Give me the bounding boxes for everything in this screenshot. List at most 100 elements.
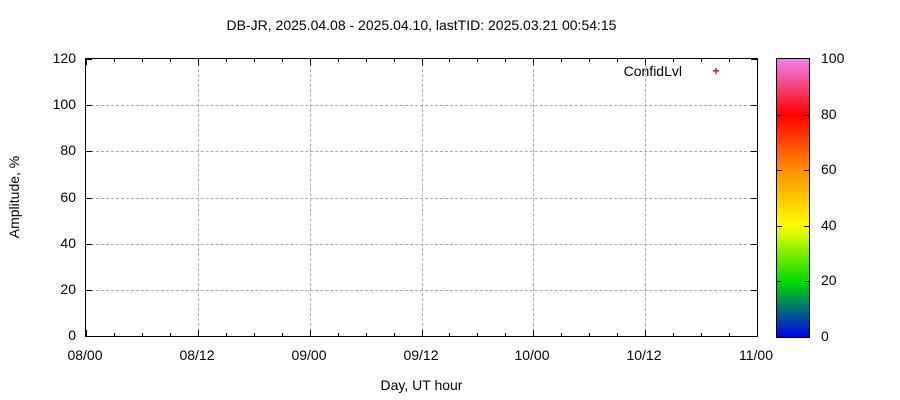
x-tick-mark (533, 330, 534, 336)
x-minor-tick-mark (142, 333, 143, 336)
x-minor-tick-mark (505, 333, 506, 336)
x-minor-tick-mark (729, 59, 730, 62)
x-minor-tick-mark (254, 333, 255, 336)
y-tick-mark (751, 151, 757, 152)
x-minor-tick-mark (114, 333, 115, 336)
gridline-horizontal (86, 244, 757, 245)
gridline-horizontal (86, 198, 757, 199)
x-tick-mark (310, 330, 311, 336)
gridline-horizontal (86, 151, 757, 152)
x-tick-mark (198, 59, 199, 65)
legend: ConfidLvl + (624, 63, 721, 79)
x-tick-label: 08/00 (67, 347, 103, 363)
x-minor-tick-mark (282, 333, 283, 336)
y-tick-mark (86, 290, 92, 291)
x-minor-tick-mark (729, 333, 730, 336)
y-tick-mark (86, 59, 92, 60)
x-minor-tick-mark (617, 59, 618, 62)
colorbar-tick-mark (804, 281, 809, 282)
x-tick-label: 10/12 (626, 347, 662, 363)
x-tick-label: 09/00 (291, 347, 327, 363)
x-tick-mark (757, 330, 758, 336)
x-minor-tick-mark (701, 333, 702, 336)
gridline-horizontal (86, 290, 757, 291)
x-minor-tick-mark (589, 333, 590, 336)
x-minor-tick-mark (561, 333, 562, 336)
y-tick-label: 40 (60, 235, 76, 251)
x-tick-mark (533, 59, 534, 65)
x-minor-tick-mark (254, 59, 255, 62)
x-minor-tick-mark (226, 333, 227, 336)
x-minor-tick-mark (338, 333, 339, 336)
x-axis-title: Day, UT hour (380, 377, 463, 393)
x-minor-tick-mark (170, 333, 171, 336)
gridline-horizontal (86, 105, 757, 106)
y-tick-mark (751, 336, 757, 337)
x-tick-mark (422, 59, 423, 65)
y-tick-mark (751, 290, 757, 291)
colorbar-tick-label: 60 (821, 161, 837, 177)
x-minor-tick-mark (701, 59, 702, 62)
gridline-vertical (422, 59, 423, 336)
x-tick-label: 11/00 (739, 347, 773, 363)
colorbar-tick-mark (804, 170, 809, 171)
y-tick-mark (751, 198, 757, 199)
x-tick-mark (422, 330, 423, 336)
x-tick-label: 09/12 (403, 347, 439, 363)
x-tick-mark (86, 59, 87, 65)
colorbar-tick-label: 80 (821, 106, 837, 122)
x-tick-label: 10/00 (514, 347, 550, 363)
y-tick-mark (751, 59, 757, 60)
colorbar-tick-label: 20 (821, 272, 837, 288)
x-tick-mark (757, 59, 758, 65)
y-tick-label: 60 (60, 189, 76, 205)
x-minor-tick-mark (505, 59, 506, 62)
y-tick-mark (86, 244, 92, 245)
y-tick-mark (86, 336, 92, 337)
colorbar-tick-mark (804, 226, 809, 227)
colorbar-tick-label: 100 (821, 50, 845, 66)
legend-series-label: ConfidLvl (623, 63, 682, 79)
x-minor-tick-mark (142, 59, 143, 62)
y-tick-label: 80 (60, 142, 76, 158)
x-minor-tick-mark (449, 333, 450, 336)
x-minor-tick-mark (394, 333, 395, 336)
plot-area: ConfidLvl + (85, 58, 758, 337)
colorbar (776, 58, 810, 338)
x-minor-tick-mark (366, 59, 367, 62)
x-minor-tick-mark (617, 333, 618, 336)
gridline-vertical (533, 59, 534, 336)
x-minor-tick-mark (449, 59, 450, 62)
x-minor-tick-mark (170, 59, 171, 62)
x-minor-tick-mark (226, 59, 227, 62)
y-tick-mark (86, 105, 92, 106)
plus-marker-icon: + (712, 64, 720, 78)
y-tick-label: 100 (52, 96, 76, 112)
x-minor-tick-mark (282, 59, 283, 62)
colorbar-tick-mark (777, 226, 782, 227)
colorbar-tick-mark (777, 115, 782, 116)
x-minor-tick-mark (366, 333, 367, 336)
x-minor-tick-mark (394, 59, 395, 62)
x-tick-mark (86, 330, 87, 336)
x-minor-tick-mark (477, 59, 478, 62)
x-tick-mark (310, 59, 311, 65)
colorbar-tick-label: 40 (821, 217, 837, 233)
y-tick-label: 0 (68, 327, 76, 343)
gridline-vertical (645, 59, 646, 336)
x-tick-mark (198, 330, 199, 336)
gridline-vertical (198, 59, 199, 336)
x-minor-tick-mark (589, 59, 590, 62)
x-minor-tick-mark (673, 333, 674, 336)
x-minor-tick-mark (114, 59, 115, 62)
colorbar-tick-mark (777, 281, 782, 282)
y-tick-mark (751, 244, 757, 245)
y-tick-mark (86, 198, 92, 199)
y-axis-tick-labels: 0 20 40 60 80 100 120 (0, 0, 76, 400)
x-tick-mark (645, 330, 646, 336)
chart-title: DB-JR, 2025.04.08 - 2025.04.10, lastTID:… (226, 17, 617, 33)
y-tick-mark (751, 105, 757, 106)
colorbar-tick-mark (777, 170, 782, 171)
gridline-vertical (310, 59, 311, 336)
